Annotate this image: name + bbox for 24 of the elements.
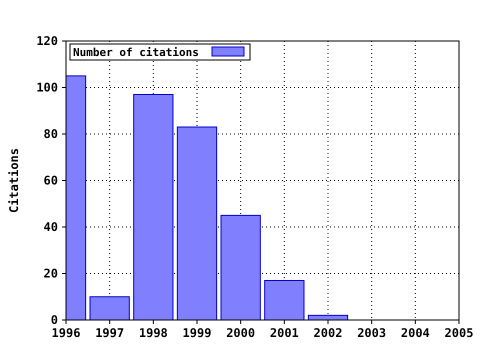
x-tick-label: 1997	[95, 326, 124, 340]
y-axis-title: Citations	[7, 148, 21, 214]
y-tick-label: 100	[36, 80, 58, 94]
y-tick-label: 120	[36, 34, 58, 48]
x-tick-label: 1999	[182, 326, 212, 340]
x-tick-label: 2005	[444, 326, 474, 340]
bar	[176, 126, 218, 320]
bar	[264, 280, 304, 320]
y-tick-label: 80	[44, 127, 58, 141]
x-tick-label: 2003	[357, 326, 386, 340]
x-tick-label: 1996	[52, 326, 80, 340]
x-tick-label: 2001	[270, 326, 299, 340]
y-tick-label: 60	[44, 174, 58, 188]
bar	[90, 296, 130, 320]
y-tick-label: 0	[50, 313, 58, 327]
bar	[133, 94, 174, 320]
x-tick-label: 2002	[314, 326, 342, 340]
x-tick-label: 2000	[226, 326, 256, 340]
legend-label: Number of citations	[73, 46, 199, 59]
bar	[220, 214, 261, 320]
y-tick-label: 40	[44, 220, 58, 234]
x-tick-label: 1998	[138, 326, 168, 340]
y-tick-label: 20	[44, 266, 58, 280]
x-tick-label: 2004	[400, 326, 430, 340]
